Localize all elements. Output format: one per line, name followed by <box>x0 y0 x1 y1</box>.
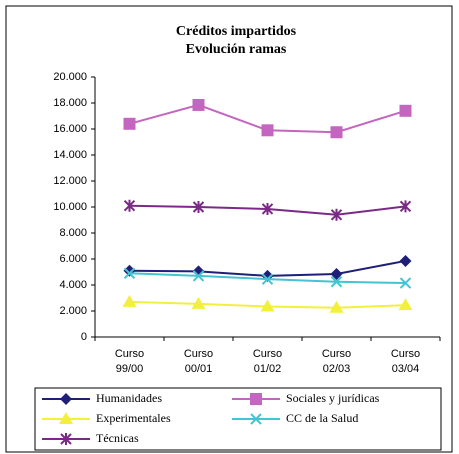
chart-title: Evolución ramas <box>186 42 287 57</box>
data-point <box>123 267 136 280</box>
data-point <box>123 117 136 130</box>
y-tick-label: 2.000 <box>59 305 87 317</box>
data-point <box>398 298 413 311</box>
legend-label: Humanidades <box>96 391 162 405</box>
data-point <box>329 300 344 313</box>
data-point <box>261 273 274 285</box>
data-point <box>330 126 343 139</box>
legend-label: Sociales y jurídicas <box>286 391 380 405</box>
x-tick-label: Curso <box>391 348 420 360</box>
x-tick-label: 00/01 <box>185 363 213 375</box>
chart-frame <box>5 5 453 453</box>
y-tick-label: 18.000 <box>53 97 87 109</box>
legend-label: Experimentales <box>96 411 171 425</box>
legend-marker <box>250 413 262 425</box>
y-tick-label: 14.000 <box>53 149 87 161</box>
data-point <box>330 276 343 288</box>
marker-stroke <box>123 267 136 280</box>
data-point <box>261 124 274 137</box>
marker-stroke <box>261 202 274 215</box>
chart-title: Créditos impartidos <box>176 24 297 39</box>
y-tick-label: 6.000 <box>59 253 87 265</box>
marker-stroke <box>192 270 205 282</box>
legend-marker <box>60 393 72 405</box>
data-point <box>330 267 343 280</box>
legend-label: CC de la Salud <box>286 411 358 425</box>
legend-marker <box>59 412 73 424</box>
marker-stroke <box>399 277 412 289</box>
x-tick-label: Curso <box>115 348 144 360</box>
data-point <box>122 294 137 307</box>
y-tick-label: 8.000 <box>59 227 87 239</box>
y-tick-label: 12.000 <box>53 175 87 187</box>
marker-stroke <box>330 208 343 221</box>
x-tick-label: 01/02 <box>254 363 282 375</box>
data-point <box>399 254 412 267</box>
marker-stroke <box>192 201 205 213</box>
data-point <box>399 277 412 289</box>
y-tick-label: 20.000 <box>53 71 87 83</box>
marker-stroke <box>399 200 412 213</box>
data-point <box>261 202 274 215</box>
marker-stroke <box>330 276 343 288</box>
x-tick-label: 02/03 <box>323 363 351 375</box>
y-tick-label: 10.000 <box>53 201 87 213</box>
data-point <box>123 199 136 212</box>
data-point <box>192 265 205 278</box>
data-point <box>260 299 275 312</box>
x-tick-label: 99/00 <box>116 363 144 375</box>
data-point <box>192 98 205 111</box>
x-tick-label: Curso <box>184 348 213 360</box>
legend-marker <box>60 433 72 445</box>
x-tick-label: Curso <box>322 348 351 360</box>
marker-stroke <box>250 413 262 425</box>
data-point <box>399 200 412 213</box>
x-tick-label: Curso <box>253 348 282 360</box>
data-point <box>191 296 206 309</box>
y-tick-label: 0 <box>81 331 87 343</box>
marker-stroke <box>123 199 136 212</box>
data-point <box>399 104 412 117</box>
data-point <box>192 270 205 282</box>
legend-marker <box>250 393 262 405</box>
marker-stroke <box>60 433 72 445</box>
y-tick-label: 16.000 <box>53 123 87 135</box>
y-tick-label: 4.000 <box>59 279 87 291</box>
x-tick-label: 03/04 <box>392 363 420 375</box>
legend-label: Técnicas <box>96 431 139 445</box>
data-point <box>330 208 343 221</box>
marker-stroke <box>261 273 274 285</box>
data-point <box>192 201 205 213</box>
